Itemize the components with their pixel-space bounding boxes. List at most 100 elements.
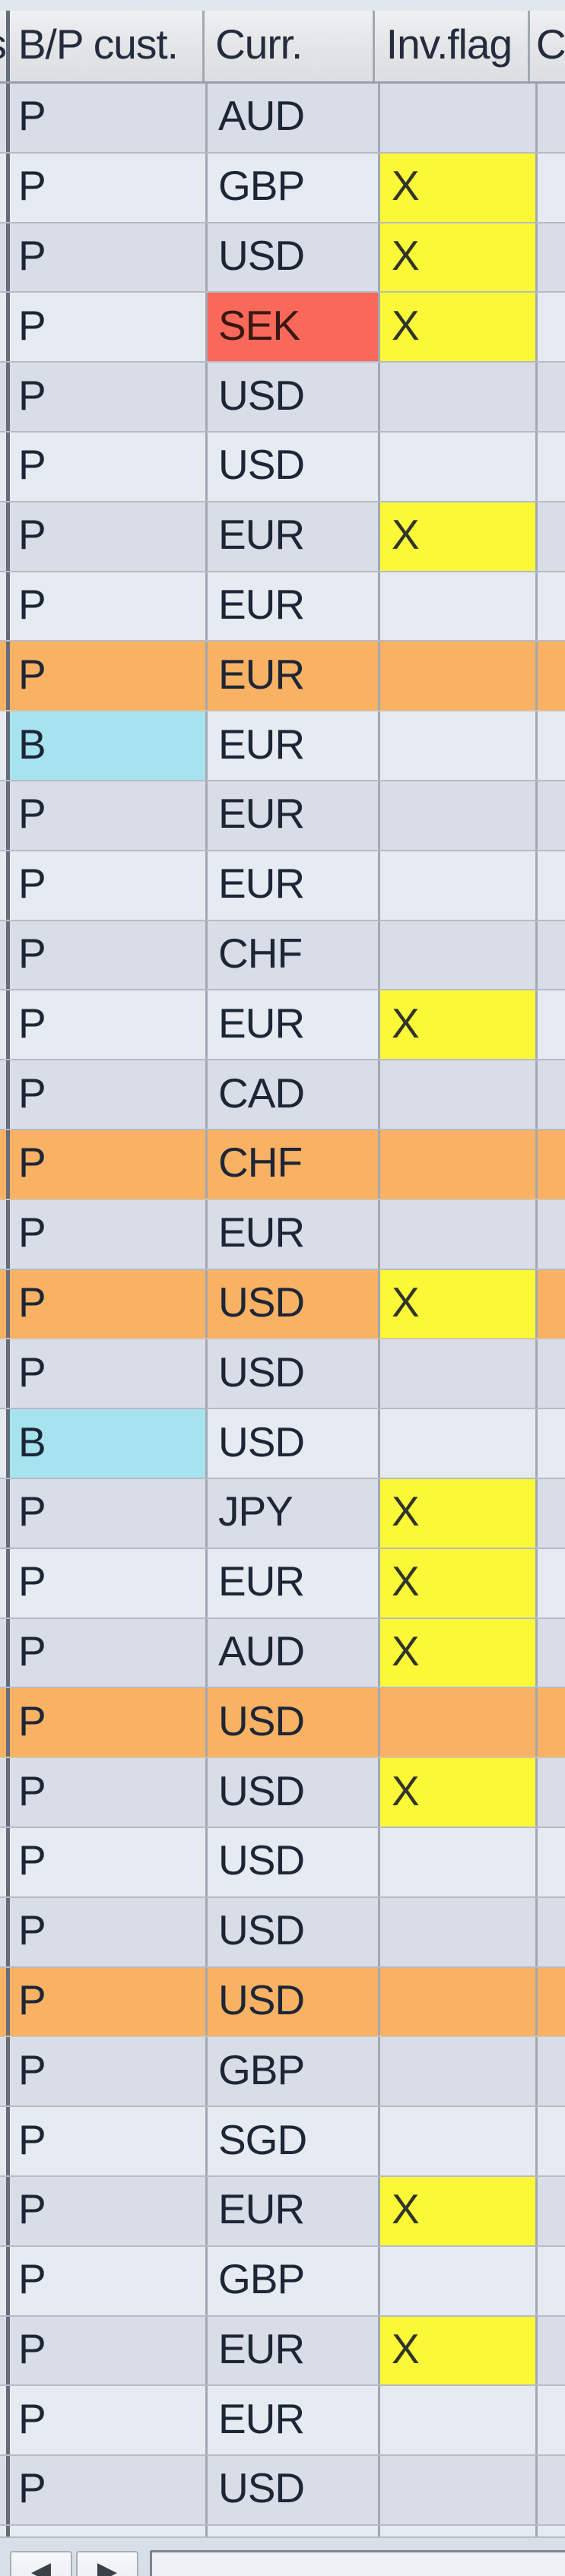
c-cell[interactable]	[535, 1827, 565, 1896]
curr-cell[interactable]: AUD	[205, 84, 378, 152]
flag-cell[interactable]: X	[378, 1618, 535, 1687]
c-cell[interactable]	[535, 502, 565, 571]
curr-cell[interactable]: USD	[205, 1339, 378, 1408]
bp-cell[interactable]: P	[10, 1339, 205, 1408]
curr-cell[interactable]: EUR	[205, 2386, 378, 2455]
table-row[interactable]: P USD	[0, 1897, 565, 1968]
flag-cell[interactable]	[378, 642, 535, 711]
curr-cell[interactable]: USD	[205, 432, 378, 501]
row-left-sliver[interactable]	[0, 2037, 10, 2106]
flag-cell[interactable]	[378, 1339, 535, 1408]
c-cell[interactable]	[535, 1688, 565, 1757]
curr-cell[interactable]: USD	[205, 1269, 378, 1339]
flag-cell[interactable]	[378, 2386, 535, 2455]
c-cell[interactable]	[535, 1339, 565, 1408]
table-row[interactable]: P EUR	[0, 572, 565, 642]
curr-cell[interactable]: USD	[205, 1967, 378, 2036]
row-left-sliver[interactable]	[0, 920, 10, 990]
flag-cell[interactable]: X	[378, 990, 535, 1060]
row-left-sliver[interactable]	[0, 1199, 10, 1269]
row-left-sliver[interactable]	[0, 293, 10, 362]
c-cell[interactable]	[535, 2176, 565, 2245]
row-left-sliver[interactable]	[0, 2176, 10, 2245]
flag-cell[interactable]	[378, 1130, 535, 1199]
table-row[interactable]: P EUR X	[0, 2176, 565, 2247]
row-left-sliver[interactable]	[0, 711, 10, 780]
curr-cell[interactable]: USD	[205, 1897, 378, 1966]
flag-cell[interactable]	[378, 2246, 535, 2315]
c-cell[interactable]	[535, 432, 565, 501]
c-cell[interactable]	[535, 363, 565, 431]
scrollbar-thumb[interactable]	[150, 2549, 565, 2576]
c-cell[interactable]	[535, 781, 565, 850]
bp-cell[interactable]: P	[10, 1270, 205, 1339]
flag-cell[interactable]	[378, 1060, 535, 1129]
row-left-sliver[interactable]	[0, 2246, 10, 2315]
column-header-inv-flag[interactable]: Inv.flag	[372, 11, 528, 81]
flag-cell[interactable]: X	[378, 293, 535, 362]
curr-cell[interactable]: USD	[205, 223, 378, 292]
bp-cell[interactable]: P	[10, 154, 205, 222]
c-cell[interactable]	[535, 293, 565, 362]
flag-cell[interactable]: X	[378, 2176, 535, 2245]
curr-cell[interactable]: EUR	[205, 1199, 378, 1269]
flag-cell[interactable]: X	[378, 223, 535, 292]
c-cell[interactable]	[535, 1130, 565, 1199]
bp-cell[interactable]: P	[10, 2386, 205, 2454]
curr-cell[interactable]: EUR	[205, 990, 378, 1060]
flag-cell[interactable]: X	[378, 1478, 535, 1548]
table-row[interactable]: B USD	[0, 1409, 565, 1479]
bp-cell[interactable]: P	[10, 1968, 205, 2036]
bp-cell[interactable]: P	[10, 1200, 205, 1269]
horizontal-scrollbar[interactable]: ◀ ▶	[0, 2548, 565, 2576]
bp-cell[interactable]: P	[10, 2177, 205, 2245]
curr-cell[interactable]: EUR	[205, 2176, 378, 2245]
table-row[interactable]: P EUR X	[0, 990, 565, 1061]
flag-cell[interactable]: X	[378, 153, 535, 222]
table-row[interactable]: P JPY X	[0, 1478, 565, 1549]
bp-cell[interactable]: P	[10, 293, 205, 361]
bp-cell[interactable]: P	[10, 1479, 205, 1548]
c-cell[interactable]	[535, 1409, 565, 1478]
table-row[interactable]: P USD	[0, 2456, 565, 2526]
table-row[interactable]: P GBP	[0, 2037, 565, 2108]
c-cell[interactable]	[535, 711, 565, 780]
flag-cell[interactable]	[378, 1967, 535, 2036]
curr-cell[interactable]: EUR	[205, 2316, 378, 2385]
partial-column-header[interactable]: s	[0, 11, 10, 81]
curr-cell[interactable]: GBP	[205, 2037, 378, 2106]
curr-cell[interactable]: CHF	[205, 1130, 378, 1199]
c-cell[interactable]	[535, 2386, 565, 2455]
table-row[interactable]: P USD	[0, 1827, 565, 1898]
table-row[interactable]: P GBP X	[0, 153, 565, 223]
bp-cell[interactable]: P	[10, 1549, 205, 1618]
row-left-sliver[interactable]	[0, 1967, 10, 2036]
bp-cell[interactable]: P	[10, 851, 205, 920]
bp-cell[interactable]: P	[10, 502, 205, 571]
table-row[interactable]: P SEK X	[0, 293, 565, 363]
bp-cell[interactable]: P	[10, 1130, 205, 1199]
row-left-sliver[interactable]	[0, 223, 10, 292]
table-row[interactable]: P EUR X	[0, 2316, 565, 2387]
curr-cell[interactable]: USD	[205, 2456, 378, 2524]
bp-cell[interactable]: P	[10, 1688, 205, 1757]
table-row[interactable]: B EUR	[0, 711, 565, 781]
bp-cell[interactable]: P	[10, 921, 205, 990]
flag-cell[interactable]	[378, 363, 535, 431]
bp-cell[interactable]: P	[10, 433, 205, 501]
flag-cell[interactable]: X	[378, 1548, 535, 1618]
c-cell[interactable]	[535, 851, 565, 920]
row-left-sliver[interactable]	[0, 1060, 10, 1129]
c-cell[interactable]	[535, 84, 565, 152]
curr-cell[interactable]: EUR	[205, 781, 378, 850]
table-row[interactable]: P EUR	[0, 781, 565, 851]
bp-cell[interactable]: B	[10, 1409, 205, 1478]
c-cell[interactable]	[535, 1060, 565, 1129]
table-row[interactable]: P USD	[0, 363, 565, 433]
row-left-sliver[interactable]	[0, 1548, 10, 1618]
flag-cell[interactable]	[378, 711, 535, 780]
table-row[interactable]: P USD	[0, 1967, 565, 2038]
flag-cell[interactable]	[378, 1827, 535, 1896]
bp-cell[interactable]: P	[10, 1758, 205, 1827]
row-left-sliver[interactable]	[0, 851, 10, 920]
